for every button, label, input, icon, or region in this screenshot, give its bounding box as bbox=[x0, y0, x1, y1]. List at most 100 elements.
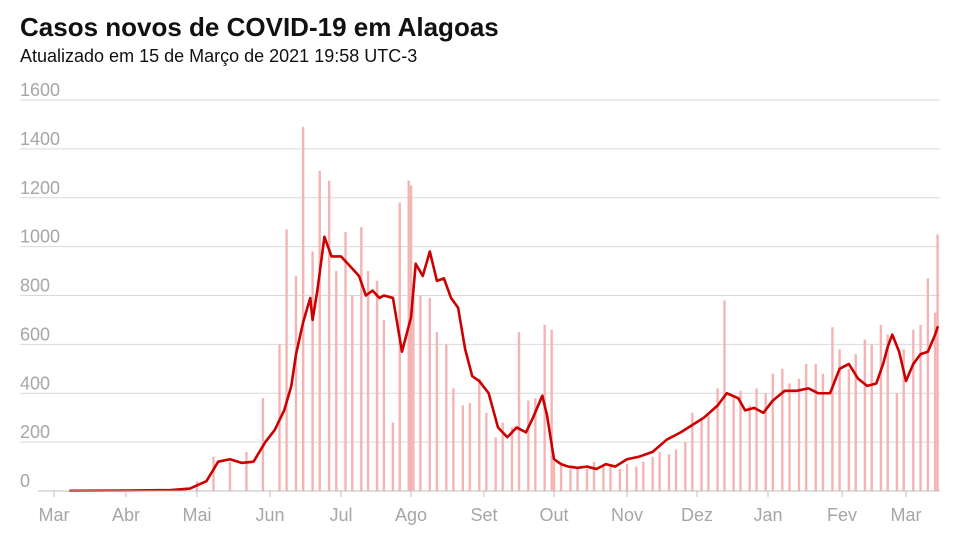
daily-case-bar bbox=[285, 229, 288, 491]
x-tick-label: Jan bbox=[753, 505, 782, 525]
line-layer bbox=[68, 235, 939, 493]
daily-case-bar bbox=[534, 398, 537, 491]
daily-case-bar bbox=[412, 283, 415, 491]
daily-case-bar bbox=[691, 412, 694, 491]
daily-case-bar bbox=[625, 464, 629, 491]
daily-case-bar bbox=[576, 466, 579, 491]
daily-case-bar bbox=[788, 383, 791, 491]
daily-case-bar bbox=[527, 400, 530, 491]
daily-case-bar bbox=[366, 271, 370, 491]
daily-case-bar bbox=[651, 456, 654, 491]
daily-case-bar bbox=[732, 398, 735, 491]
daily-case-bar bbox=[294, 275, 298, 491]
daily-case-bar bbox=[797, 378, 801, 491]
daily-case-bar bbox=[501, 422, 504, 491]
daily-case-bar bbox=[667, 454, 671, 491]
daily-case-bar bbox=[804, 363, 808, 491]
y-tick-label: 800 bbox=[20, 276, 50, 296]
daily-case-bar bbox=[879, 324, 883, 491]
daily-case-bar bbox=[895, 393, 899, 491]
x-tick-label: Ago bbox=[395, 505, 427, 525]
daily-case-bar bbox=[559, 464, 563, 491]
daily-case-bar bbox=[781, 368, 784, 491]
daily-case-bar bbox=[902, 349, 905, 491]
daily-case-bar bbox=[707, 415, 710, 491]
y-tick-label: 0 bbox=[20, 471, 30, 491]
daily-case-bar bbox=[755, 388, 758, 491]
daily-case-bar bbox=[409, 185, 413, 491]
daily-case-bar bbox=[821, 373, 825, 491]
daily-case-bar bbox=[375, 280, 379, 491]
daily-case-bar bbox=[407, 180, 410, 491]
daily-case-bar bbox=[854, 354, 857, 491]
x-tick-label: Mar bbox=[39, 505, 70, 525]
y-tick-label: 600 bbox=[20, 324, 50, 344]
daily-case-bar bbox=[468, 403, 472, 491]
daily-case-bar bbox=[847, 368, 851, 491]
x-tick-label: Mai bbox=[182, 505, 211, 525]
daily-case-bar bbox=[919, 324, 922, 491]
daily-case-bar bbox=[674, 449, 678, 491]
bar-layer bbox=[69, 126, 939, 492]
daily-case-bar bbox=[592, 461, 596, 491]
daily-case-bar bbox=[700, 417, 703, 491]
daily-case-bar bbox=[764, 393, 767, 491]
daily-case-bar bbox=[382, 319, 386, 491]
daily-case-bar bbox=[716, 388, 719, 491]
x-tick-label: Set bbox=[470, 505, 497, 525]
x-tick-label: Nov bbox=[611, 505, 643, 525]
daily-case-bar bbox=[550, 329, 553, 491]
daily-case-bar bbox=[569, 469, 572, 491]
daily-case-bar bbox=[212, 456, 215, 491]
daily-case-bar bbox=[863, 339, 867, 491]
daily-case-bar bbox=[351, 295, 354, 491]
daily-case-bar bbox=[552, 461, 556, 491]
daily-case-bar bbox=[739, 390, 742, 491]
daily-case-bar bbox=[228, 461, 232, 491]
daily-case-bar bbox=[933, 312, 937, 491]
daily-case-bar bbox=[311, 251, 314, 491]
daily-case-bar bbox=[461, 405, 465, 491]
daily-case-bar bbox=[452, 388, 455, 491]
daily-case-bar bbox=[602, 466, 605, 491]
x-tick-label: Out bbox=[539, 505, 568, 525]
daily-case-bar bbox=[635, 466, 638, 491]
y-tick-label: 1200 bbox=[20, 178, 60, 198]
daily-case-bar bbox=[609, 466, 612, 491]
daily-case-bar bbox=[831, 327, 834, 491]
y-tick-label: 400 bbox=[20, 373, 50, 393]
x-tick-label: Mar bbox=[891, 505, 922, 525]
daily-case-bar bbox=[428, 297, 432, 491]
y-tick-label: 1600 bbox=[20, 80, 60, 100]
x-tick-label: Dez bbox=[681, 505, 713, 525]
daily-case-bar bbox=[318, 170, 321, 491]
daily-case-bar bbox=[936, 234, 939, 491]
daily-case-bar bbox=[485, 412, 488, 491]
daily-case-bar bbox=[771, 373, 774, 491]
daily-case-bar bbox=[301, 126, 305, 491]
daily-case-bar bbox=[517, 332, 521, 491]
daily-case-bar bbox=[886, 334, 889, 491]
chart-title: Casos novos de COVID-19 em Alagoas bbox=[20, 12, 499, 42]
daily-case-bar bbox=[327, 180, 331, 491]
daily-case-bar bbox=[344, 231, 347, 491]
daily-case-bar bbox=[814, 363, 817, 491]
daily-case-bar bbox=[912, 329, 915, 491]
daily-case-bar bbox=[642, 461, 645, 491]
daily-case-bar bbox=[838, 349, 841, 491]
daily-case-bar bbox=[585, 469, 589, 491]
daily-case-bar bbox=[360, 227, 363, 491]
daily-case-bar bbox=[684, 442, 687, 492]
x-tick-label: Jun bbox=[255, 505, 284, 525]
daily-case-bar bbox=[510, 427, 514, 491]
y-tick-label: 200 bbox=[20, 422, 50, 442]
chart-subtitle: Atualizado em 15 de Março de 2021 19:58 … bbox=[20, 46, 418, 66]
daily-case-bar bbox=[618, 469, 622, 491]
daily-case-bar bbox=[926, 278, 930, 491]
daily-case-bar bbox=[419, 295, 422, 491]
x-tick-label: Jul bbox=[329, 505, 352, 525]
daily-case-bar bbox=[658, 451, 661, 491]
daily-case-bar bbox=[748, 405, 751, 491]
daily-case-bar bbox=[870, 344, 873, 492]
